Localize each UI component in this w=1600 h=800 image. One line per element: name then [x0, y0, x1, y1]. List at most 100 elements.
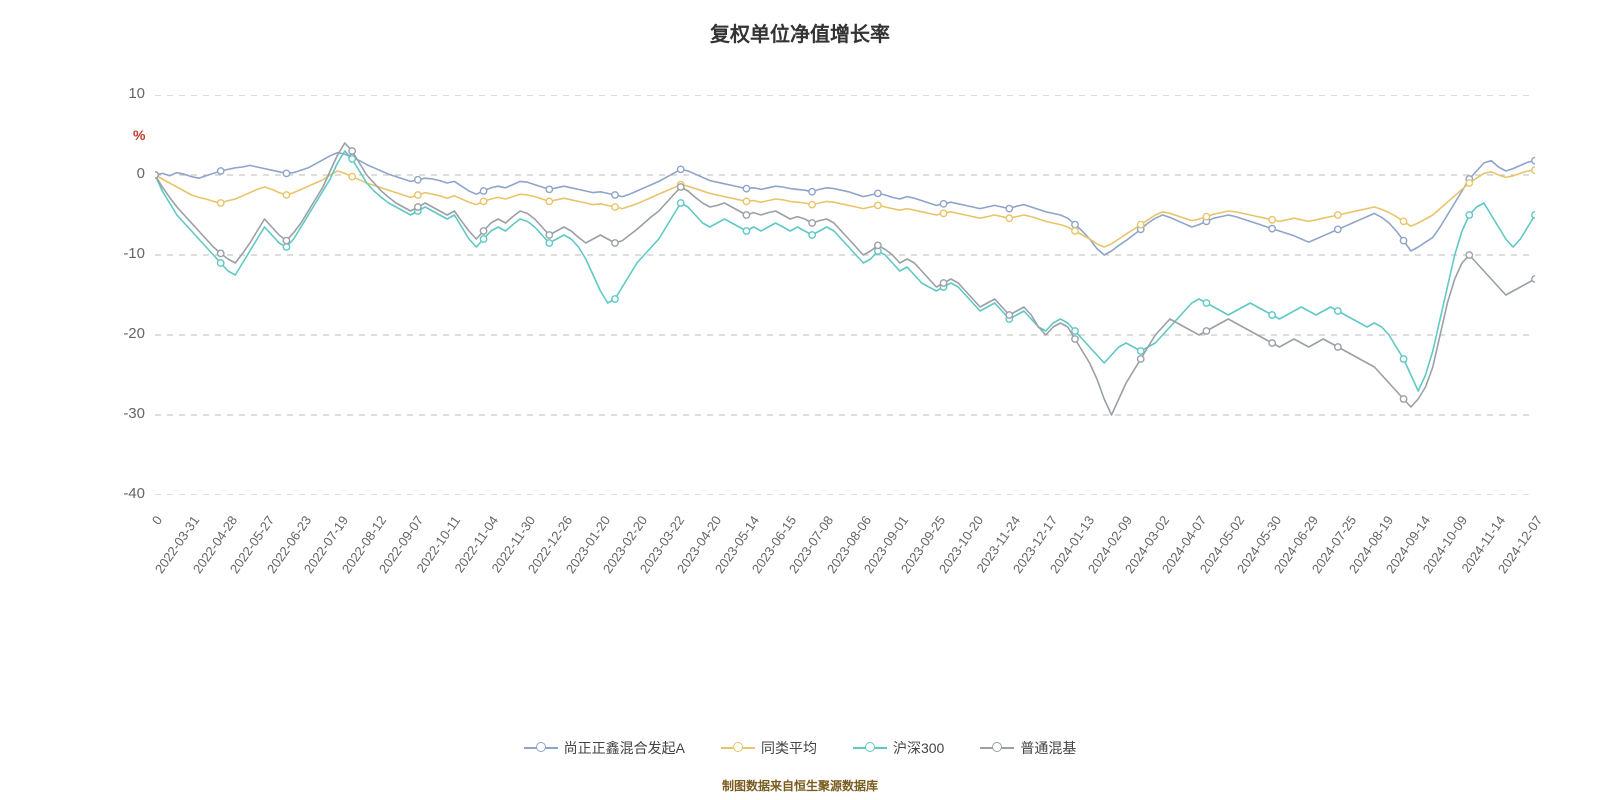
- series-marker: [415, 177, 421, 183]
- series-marker: [1335, 226, 1341, 232]
- legend-item: 沪深300: [853, 738, 944, 758]
- series-marker: [1072, 336, 1078, 342]
- series-marker: [546, 232, 552, 238]
- x-tick-label: 0: [149, 513, 165, 528]
- series-marker: [940, 280, 946, 286]
- y-tick-label: -10: [105, 245, 145, 262]
- series-marker: [283, 170, 289, 176]
- series-marker: [1532, 157, 1535, 163]
- series-marker: [218, 168, 224, 174]
- chart-container: 复权单位净值增长率 100-10-20-30-40 % 02022-03-312…: [0, 0, 1600, 800]
- series-marker: [283, 244, 289, 250]
- series-marker: [415, 192, 421, 198]
- series-marker: [1335, 308, 1341, 314]
- y-axis-unit: %: [133, 127, 145, 143]
- series-marker: [743, 198, 749, 204]
- series-marker: [809, 189, 815, 195]
- series-marker: [1400, 237, 1406, 243]
- legend: 尚正正鑫混合发起A 同类平均 沪深300 普通混基: [0, 736, 1600, 758]
- series-marker: [349, 148, 355, 154]
- chart-title: 复权单位净值增长率: [0, 18, 1600, 47]
- series-marker: [678, 166, 684, 172]
- legend-label: 同类平均: [761, 738, 817, 758]
- series-marker: [1532, 167, 1535, 173]
- legend-label: 尚正正鑫混合发起A: [564, 738, 685, 758]
- series-marker: [1400, 396, 1406, 402]
- series-marker: [1203, 328, 1209, 334]
- series-marker: [1203, 300, 1209, 306]
- legend-marker: [536, 742, 546, 752]
- series-marker: [809, 232, 815, 238]
- series-marker: [1072, 228, 1078, 234]
- series-marker: [1269, 217, 1275, 223]
- series-marker: [1269, 340, 1275, 346]
- series-marker: [283, 237, 289, 243]
- series-marker: [940, 201, 946, 207]
- series-marker: [349, 156, 355, 162]
- series-marker: [940, 210, 946, 216]
- series-marker: [743, 185, 749, 191]
- series-marker: [1335, 344, 1341, 350]
- series-marker: [1072, 328, 1078, 334]
- series-marker: [1138, 356, 1144, 362]
- series-marker: [283, 192, 289, 198]
- series-marker: [1006, 205, 1012, 211]
- series-marker: [415, 204, 421, 210]
- series-marker: [612, 192, 618, 198]
- legend-label: 普通混基: [1020, 738, 1076, 758]
- series-marker: [1400, 356, 1406, 362]
- series-line: [155, 143, 1535, 415]
- series-marker: [1269, 225, 1275, 231]
- series-marker: [1400, 218, 1406, 224]
- y-tick-label: 0: [105, 165, 145, 182]
- series-marker: [1466, 252, 1472, 258]
- series-marker: [218, 200, 224, 206]
- series-marker: [218, 260, 224, 266]
- series-marker: [875, 190, 881, 196]
- legend-item: 普通混基: [980, 738, 1076, 758]
- series-marker: [1335, 212, 1341, 218]
- series-marker: [1072, 221, 1078, 227]
- series-marker: [678, 184, 684, 190]
- plot-area: [155, 95, 1535, 495]
- series-line: [155, 151, 1535, 391]
- series-marker: [1006, 215, 1012, 221]
- series-marker: [1138, 221, 1144, 227]
- series-marker: [480, 228, 486, 234]
- series-marker: [612, 204, 618, 210]
- y-tick-label: -30: [105, 405, 145, 422]
- series-marker: [1532, 212, 1535, 218]
- y-tick-label: -40: [105, 485, 145, 502]
- series-marker: [1466, 212, 1472, 218]
- series-marker: [1203, 213, 1209, 219]
- series-marker: [1532, 276, 1535, 282]
- legend-label: 沪深300: [893, 738, 944, 758]
- legend-marker: [992, 742, 1002, 752]
- legend-marker: [733, 742, 743, 752]
- legend-swatch: [524, 741, 558, 755]
- series-marker: [1138, 348, 1144, 354]
- legend-item: 同类平均: [721, 738, 817, 758]
- series-marker: [546, 186, 552, 192]
- series-marker: [546, 198, 552, 204]
- series-marker: [480, 236, 486, 242]
- legend-swatch: [721, 741, 755, 755]
- series-marker: [480, 198, 486, 204]
- legend-marker: [865, 742, 875, 752]
- series-marker: [218, 250, 224, 256]
- series-marker: [678, 200, 684, 206]
- series-marker: [1269, 312, 1275, 318]
- series-marker: [1466, 180, 1472, 186]
- series-marker: [349, 173, 355, 179]
- series-marker: [875, 242, 881, 248]
- y-tick-label: 10: [105, 85, 145, 102]
- series-marker: [612, 240, 618, 246]
- series-marker: [875, 202, 881, 208]
- series-marker: [1006, 312, 1012, 318]
- legend-swatch: [853, 741, 887, 755]
- series-marker: [155, 172, 158, 178]
- series-marker: [546, 240, 552, 246]
- y-tick-label: -20: [105, 325, 145, 342]
- series-marker: [743, 212, 749, 218]
- series-marker: [743, 228, 749, 234]
